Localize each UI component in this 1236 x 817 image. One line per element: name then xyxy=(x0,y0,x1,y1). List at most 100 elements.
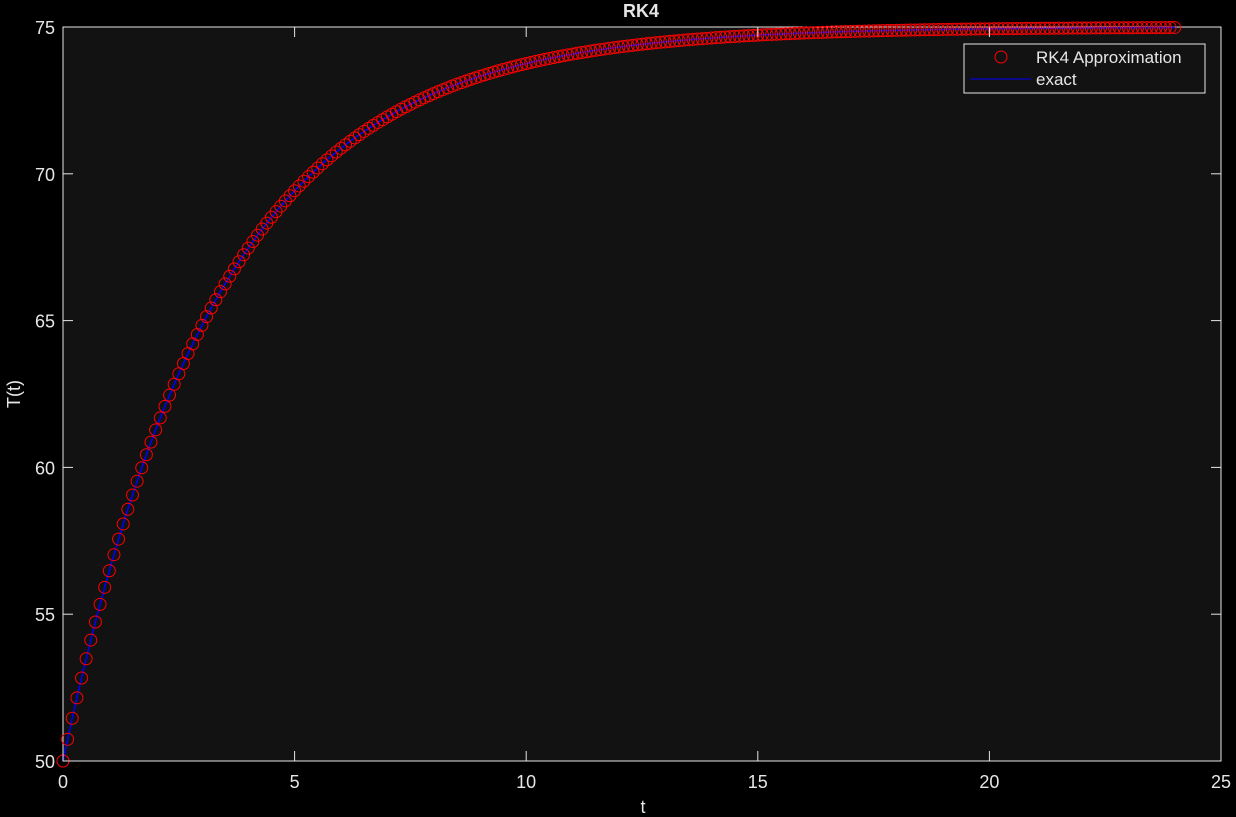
rk4-point xyxy=(969,22,982,36)
rk4-point xyxy=(538,52,552,66)
rk4-point xyxy=(213,285,227,299)
rk4-point xyxy=(241,241,255,255)
legend-label-rk4-approximation: RK4 Approximation xyxy=(1036,48,1182,67)
rk4-point xyxy=(677,33,691,47)
rk4-point xyxy=(227,262,241,276)
rk4-point xyxy=(918,23,932,37)
rk4-point xyxy=(695,32,709,46)
rk4-point xyxy=(894,23,908,37)
rk4-point xyxy=(881,24,894,38)
rk4-point xyxy=(292,179,306,193)
rk4-point xyxy=(223,269,237,283)
rk4-point xyxy=(621,39,635,53)
rk4-point xyxy=(964,22,978,36)
rk4-point xyxy=(603,41,617,55)
rk4-point xyxy=(1010,22,1024,36)
rk4-point xyxy=(1103,21,1117,35)
rk4-point xyxy=(779,27,793,41)
rk4-point xyxy=(139,448,153,462)
rk4-point xyxy=(890,23,904,37)
rk4-point xyxy=(760,28,774,42)
rk4-point xyxy=(302,170,315,184)
rk4-point xyxy=(612,40,626,54)
rk4-point xyxy=(339,138,353,152)
rk4-point xyxy=(1168,21,1182,35)
rk4-point xyxy=(116,517,130,531)
rk4-point xyxy=(533,53,547,67)
rk4-point xyxy=(1112,21,1126,35)
rk4-point xyxy=(125,488,139,502)
rk4-point xyxy=(556,49,570,63)
rk4-point xyxy=(496,62,510,76)
rk4-point xyxy=(84,633,98,647)
rk4-point xyxy=(704,31,718,45)
rk4-point xyxy=(1006,22,1020,36)
rk4-point xyxy=(922,23,936,37)
rk4-point xyxy=(478,68,492,82)
rk4-point xyxy=(1107,21,1121,35)
x-tick-label: 0 xyxy=(58,772,68,792)
rk4-point xyxy=(510,59,524,73)
rk4-point xyxy=(130,474,144,488)
y-tick-label: 60 xyxy=(35,458,55,478)
rk4-point xyxy=(1154,21,1168,35)
rk4-point xyxy=(274,199,288,213)
rk4-point xyxy=(1075,21,1089,35)
rk4-point xyxy=(941,22,955,36)
rk4-point xyxy=(1033,21,1047,35)
rk4-point xyxy=(1145,21,1159,35)
chart-title: RK4 xyxy=(623,1,659,21)
y-tick-label: 50 xyxy=(35,752,55,772)
rk4-point xyxy=(746,28,760,42)
x-tick-label: 10 xyxy=(516,772,536,792)
rk4-point xyxy=(491,64,505,78)
axis-ticks xyxy=(62,26,1222,762)
rk4-point xyxy=(672,34,686,48)
rk4-point xyxy=(654,35,668,49)
rk4-point xyxy=(1052,21,1066,35)
rk4-point xyxy=(237,248,251,262)
rk4-point xyxy=(515,58,529,72)
rk4-point xyxy=(1029,21,1043,35)
rk4-point xyxy=(204,301,218,315)
rk4-point xyxy=(774,27,788,41)
rk4-point xyxy=(195,318,209,332)
x-tick-label: 15 xyxy=(748,772,768,792)
rk4-point xyxy=(1158,21,1172,35)
rk4-point xyxy=(153,411,167,425)
rk4-point xyxy=(288,184,302,198)
rk4-point xyxy=(973,22,987,36)
rk4-point xyxy=(871,24,885,38)
rk4-point xyxy=(1149,21,1163,35)
rk4-point xyxy=(691,32,705,46)
rk4-point xyxy=(1126,21,1140,35)
rk4-point xyxy=(593,43,607,57)
rk4-point xyxy=(278,194,292,208)
rk4-point xyxy=(1131,21,1145,35)
rk4-point xyxy=(853,24,867,38)
rk4-point xyxy=(357,124,371,138)
rk4-point xyxy=(987,22,1001,36)
x-tick-label: 5 xyxy=(290,772,300,792)
rk4-point xyxy=(1080,21,1094,35)
rk4-point xyxy=(566,47,580,61)
rk4-point xyxy=(149,423,163,437)
rk4-point xyxy=(1043,21,1057,35)
rk4-point xyxy=(825,25,839,39)
rk4-point xyxy=(283,189,297,203)
rk4-point xyxy=(315,157,329,171)
rk4-point xyxy=(98,580,112,594)
rk4-point xyxy=(306,165,320,179)
rk4-point xyxy=(644,36,658,50)
rk4-point xyxy=(792,26,806,40)
rk4-point xyxy=(329,145,343,159)
rk4-point xyxy=(102,564,116,578)
plot-area xyxy=(62,26,1222,762)
rk4-point xyxy=(830,25,844,39)
rk4-point xyxy=(797,26,811,40)
rk4-point xyxy=(658,35,672,49)
rk4-point xyxy=(709,31,723,45)
rk4-point xyxy=(908,23,922,37)
rk4-point xyxy=(1038,21,1052,35)
